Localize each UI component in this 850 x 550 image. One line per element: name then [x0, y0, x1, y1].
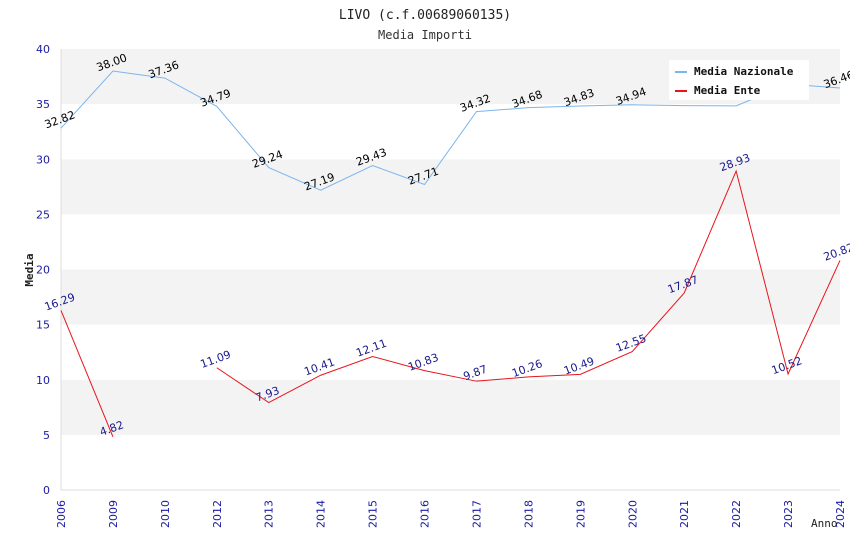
x-tick-label: 2020: [626, 500, 639, 528]
x-tick-label: 2009: [107, 500, 120, 528]
chart-subtitle: Media Importi: [378, 28, 472, 42]
x-tick-label: 2019: [574, 500, 587, 528]
x-tick-label: 2010: [159, 500, 172, 528]
x-tick-label: 2021: [678, 500, 691, 528]
x-tick-label: 2017: [470, 500, 483, 528]
chart: 0 5 10 15 20 25 30 35 40 2006 2009 2010 2012 2013 201…: [0, 0, 850, 550]
chart-title: LIVO (c.f.00689060135): [339, 8, 511, 23]
x-axis-ticks: 2006 2009 2010 2012 2013 2014 2015 2016 2017 2018…: [55, 500, 847, 528]
x-tick-label: 2006: [55, 500, 68, 528]
plot-band: [61, 104, 840, 159]
y-tick-label: 40: [36, 43, 50, 56]
y-tick-label: 25: [36, 208, 50, 221]
legend-label-ente: Media Ente: [694, 84, 761, 97]
plot-band: [61, 435, 840, 490]
y-axis-ticks: 0 5 10 15 20 25 30 35 40: [36, 43, 50, 497]
plot-band: [61, 270, 840, 325]
y-tick-label: 30: [36, 153, 50, 166]
x-tick-label: 2014: [315, 500, 328, 528]
legend-label-nazionale: Media Nazionale: [694, 65, 794, 78]
x-axis-label: Anno: [811, 517, 838, 530]
legend: Media Nazionale Media Ente: [669, 60, 809, 100]
plot-bands: [61, 49, 840, 490]
x-tick-label: 2016: [419, 500, 432, 528]
y-tick-label: 0: [43, 484, 50, 497]
y-tick-label: 10: [36, 374, 50, 387]
x-tick-label: 2012: [211, 500, 224, 528]
y-tick-label: 35: [36, 98, 50, 111]
y-tick-label: 20: [36, 264, 50, 277]
x-tick-label: 2015: [367, 500, 380, 528]
plot-band: [61, 380, 840, 435]
plot-band: [61, 214, 840, 269]
plot-band: [61, 325, 840, 380]
x-tick-label: 2022: [730, 500, 743, 528]
x-tick-label: 2018: [522, 500, 535, 528]
y-axis-label: Media: [23, 253, 36, 286]
x-tick-label: 2023: [782, 500, 795, 528]
y-tick-label: 5: [43, 429, 50, 442]
x-tick-label: 2013: [263, 500, 276, 528]
y-tick-label: 15: [36, 319, 50, 332]
